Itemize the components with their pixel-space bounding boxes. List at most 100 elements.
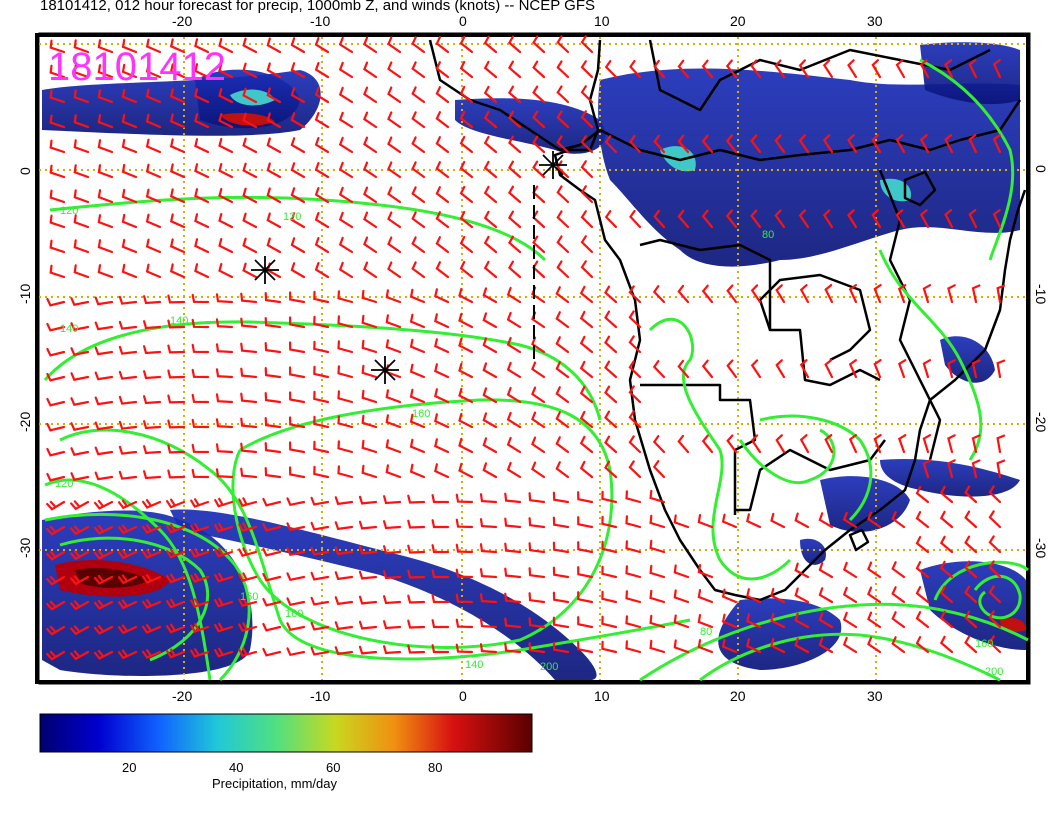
wind-barb: [73, 39, 90, 54]
wind-barb: [479, 643, 498, 654]
wind-barb: [240, 317, 258, 329]
wind-barb: [867, 586, 882, 604]
wind-barb: [214, 497, 234, 508]
wind-barb: [337, 290, 354, 304]
wind-barb: [847, 59, 858, 79]
wind-barb: [338, 186, 354, 204]
wind-barb: [746, 513, 762, 529]
wind-barb: [411, 161, 426, 179]
wind-barb: [266, 212, 282, 229]
wind-barb: [387, 86, 402, 104]
wind-barb: [143, 320, 162, 330]
wind-barb: [385, 439, 402, 454]
wind-barb: [459, 35, 474, 54]
wind-barb: [46, 372, 66, 382]
wind-barb: [218, 237, 234, 254]
wind-barb: [409, 438, 426, 454]
border-north-2: [648, 39, 991, 112]
wind-barb: [818, 637, 834, 654]
wind-barb: [947, 434, 956, 454]
lake-victoria: [903, 170, 937, 207]
wind-barb: [968, 209, 978, 229]
wind-barb: [971, 434, 981, 454]
wind-barb: [697, 614, 714, 629]
wind-barb: [435, 136, 450, 154]
wind-barb: [579, 310, 594, 329]
wind-barb: [338, 136, 354, 154]
wind-barb: [677, 59, 690, 79]
wind-barb: [118, 370, 138, 380]
wind-barb: [118, 470, 138, 480]
wind-barb: [194, 188, 210, 204]
wind-barb: [190, 573, 210, 583]
wind-barb: [314, 112, 330, 129]
wind-barb: [434, 288, 450, 304]
wind-barb: [556, 210, 570, 229]
wind-barb: [314, 87, 330, 104]
wind-barb: [169, 138, 186, 154]
wind-barb: [238, 547, 258, 557]
wind-barb: [721, 638, 738, 654]
wind-barb: [968, 59, 978, 79]
wind-barb: [604, 335, 618, 354]
wind-barb: [555, 436, 570, 454]
wind-barb: [531, 386, 546, 404]
wind-barb: [506, 336, 522, 354]
wind-barb: [169, 88, 186, 104]
wind-barb: [822, 134, 834, 154]
wind-barb: [770, 612, 786, 629]
wind-barb: [431, 544, 450, 554]
wind-barb: [891, 561, 906, 579]
wind-barb: [191, 468, 210, 479]
wind-barb: [218, 212, 234, 229]
map-title: 18101412, 012 hour forecast for precip, …: [40, 0, 595, 14]
wind-barb: [142, 549, 162, 559]
wind-barb: [143, 345, 162, 355]
colorbar-tick: 40: [229, 760, 243, 775]
wind-barb: [625, 640, 642, 654]
wind-barb: [435, 186, 450, 204]
wind-barb: [97, 164, 114, 179]
wind-barb: [915, 486, 930, 504]
wind-barb: [673, 639, 690, 654]
wind-barb: [867, 636, 882, 654]
wind-barb: [242, 162, 258, 179]
wind-barb: [652, 435, 666, 454]
wind-barb: [190, 548, 210, 558]
wind-barb: [310, 546, 330, 556]
wind-barb: [915, 511, 930, 529]
wind-barb: [577, 491, 594, 504]
wind-barb: [70, 422, 90, 431]
wind-barb: [988, 610, 1002, 629]
wind-barb: [46, 600, 66, 611]
wind-barb: [70, 600, 90, 611]
wind-barb: [70, 525, 90, 536]
wind-barb: [435, 111, 450, 129]
wind-barb: [459, 210, 474, 229]
wind-barb: [915, 636, 930, 654]
wind-barb: [385, 414, 402, 429]
wind-barb: [70, 397, 90, 406]
wind-barb: [240, 467, 258, 479]
wind-barb: [310, 621, 330, 631]
wind-barb: [214, 647, 234, 658]
wind-barb: [70, 500, 90, 511]
wind-barb: [677, 134, 690, 154]
wind-barb: [215, 293, 234, 304]
wind-barb: [988, 535, 1002, 554]
wind-barb: [604, 460, 618, 479]
wind-barb: [556, 185, 570, 204]
wind-barb: [264, 392, 282, 404]
wind-barb: [528, 567, 546, 579]
wind-barb: [459, 235, 474, 254]
wind-barb: [73, 64, 90, 79]
wind-barb: [145, 188, 162, 204]
wind-barb: [701, 209, 714, 229]
wind-barb: [992, 209, 1002, 229]
wind-barb: [653, 134, 666, 154]
wind-barb: [964, 585, 978, 604]
wind-barb: [194, 88, 210, 104]
wind-barb: [240, 417, 258, 429]
wind-barb: [97, 64, 114, 79]
lon-tick-top: -10: [310, 13, 330, 29]
